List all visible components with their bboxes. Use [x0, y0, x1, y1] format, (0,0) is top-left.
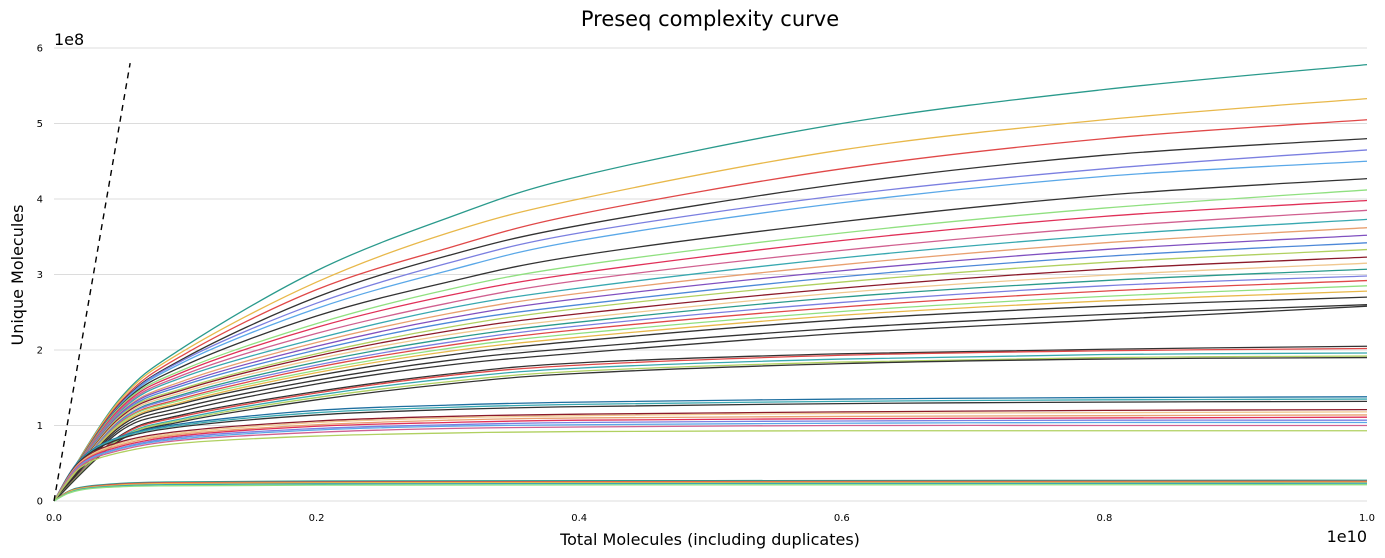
series-line-35 [53, 414, 1368, 502]
series-line-25 [53, 345, 1368, 502]
series-line-11 [53, 227, 1368, 502]
x-tick-label: 1.0 [1359, 513, 1375, 524]
series-line-10 [53, 218, 1368, 502]
y-tick-label: 5 [37, 119, 43, 130]
x-tick-label: 0.0 [46, 513, 62, 524]
series-line-27 [53, 352, 1368, 502]
series-line-1 [53, 97, 1368, 502]
series-line-40 [53, 430, 1367, 502]
series-line-14 [53, 248, 1368, 502]
x-axis-label: Total Molecules (including duplicates) [559, 530, 860, 549]
series-line-37 [53, 419, 1368, 502]
y-axis-multiplier: 1e8 [54, 30, 84, 49]
series-line-44 [53, 482, 1368, 502]
chart-title: Preseq complexity curve [581, 7, 839, 31]
plot-area [53, 62, 1368, 502]
series-line-2 [53, 119, 1368, 502]
series-line-43 [53, 481, 1368, 502]
y-tick-label: 1 [37, 421, 43, 432]
series-line-5 [53, 160, 1368, 502]
y-tick-label: 3 [37, 270, 43, 281]
series-line-29 [53, 356, 1368, 502]
series-line-28 [53, 355, 1368, 502]
series-line-12 [53, 234, 1368, 502]
x-tick-label: 0.4 [571, 513, 587, 524]
series-line-22 [53, 296, 1368, 502]
x-axis-multiplier: 1e10 [1327, 527, 1367, 546]
y-tick-label: 4 [37, 195, 43, 206]
series-line-4 [53, 149, 1368, 502]
series-line-17 [53, 268, 1368, 502]
series-line-15 [53, 256, 1368, 502]
series-line-34 [53, 411, 1368, 502]
series-line-24 [53, 305, 1368, 502]
series-line-30 [53, 396, 1368, 502]
y-axis-label: Unique Molecules [8, 205, 27, 346]
reference-line [53, 62, 131, 502]
series-line-9 [53, 209, 1368, 502]
series-line-3 [53, 137, 1368, 502]
y-tick-label: 6 [37, 44, 43, 55]
series-line-26 [53, 347, 1368, 502]
series-line-31 [53, 398, 1368, 502]
series-line-45 [53, 484, 1368, 502]
series-line-21 [53, 290, 1368, 502]
series-line-36 [53, 416, 1368, 502]
x-tick-label: 0.6 [834, 513, 850, 524]
series-line-7 [53, 189, 1368, 502]
y-tick-label: 2 [37, 346, 43, 357]
series-line-39 [53, 424, 1368, 502]
series-line-23 [53, 304, 1368, 502]
series-line-16 [53, 262, 1368, 502]
series-line-0 [53, 63, 1368, 502]
x-tick-label: 0.8 [1096, 513, 1112, 524]
x-tick-label: 0.2 [309, 513, 325, 524]
series-line-20 [53, 285, 1368, 502]
series-line-41 [53, 479, 1368, 502]
series-line-13 [53, 242, 1368, 502]
series-line-6 [53, 177, 1368, 502]
axis-ticks: 0 1 2 3 4 5 6 0.0 0.2 0.4 0.6 0.8 1.0 [37, 44, 1375, 525]
series-line-18 [53, 275, 1368, 502]
series-line-8 [53, 199, 1368, 502]
series-line-33 [53, 408, 1368, 502]
series-line-32 [53, 400, 1368, 502]
y-tick-label: 0 [37, 497, 43, 508]
series-line-19 [53, 279, 1368, 502]
series-line-38 [53, 421, 1368, 502]
